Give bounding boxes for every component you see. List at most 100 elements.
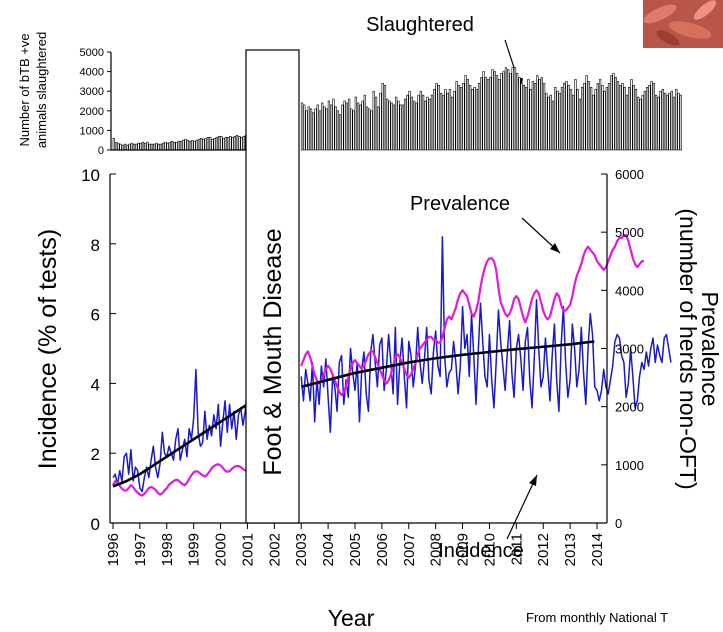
slaughtered-bar xyxy=(603,90,606,151)
slaughtered-bar xyxy=(139,142,142,151)
slaughtered-bar xyxy=(516,73,519,151)
slaughtered-bar xyxy=(581,86,584,151)
slaughtered-bar xyxy=(242,135,245,151)
right-y-tick-label: 3000 xyxy=(615,342,644,357)
slaughtered-bar xyxy=(524,86,528,151)
slaughtered-bar xyxy=(318,110,322,151)
slaughtered-bar xyxy=(159,143,163,151)
right-y-tick-label: 5000 xyxy=(615,225,644,240)
slaughtered-bar xyxy=(433,88,436,151)
slaughtered-bar xyxy=(628,86,631,151)
x-tick-label: 2001 xyxy=(239,533,256,566)
x-tick-label: 2014 xyxy=(589,533,606,566)
left-y-tick-label: 2 xyxy=(91,445,100,464)
slaughtered-bar xyxy=(186,139,189,151)
slaughtered-bar xyxy=(370,110,373,151)
slaughtered-bar xyxy=(141,141,145,151)
x-tick-label: 1999 xyxy=(186,533,203,566)
slaughtered-bar xyxy=(157,143,160,151)
slaughtered-bar xyxy=(175,141,178,151)
slaughtered-bar xyxy=(132,143,136,151)
slaughtered-bar xyxy=(321,102,324,151)
slaughtered-bar xyxy=(457,85,461,151)
slaughtered-bar xyxy=(468,85,472,151)
slaughtered-bar xyxy=(415,102,418,151)
slaughtered-bar xyxy=(170,140,174,151)
x-tick-label: 2006 xyxy=(374,533,391,566)
slaughtered-bar xyxy=(437,85,440,151)
slaughtered-bar xyxy=(504,67,508,151)
slaughtered-bar xyxy=(350,108,353,151)
slaughtered-bar xyxy=(325,108,328,151)
x-tick-label: 2000 xyxy=(213,533,230,566)
x-tick-label: 2004 xyxy=(320,533,337,566)
slaughtered-bar xyxy=(233,135,236,151)
slaughtered-bar xyxy=(173,141,176,151)
trend-series-line xyxy=(112,403,249,488)
slaughtered-bar xyxy=(540,77,543,151)
left-y-tick-label: 10 xyxy=(81,166,100,185)
main-axes: 0 2 4 6 8 10 0 1000 2000 3000 4000 5000 6000 1996 1997… xyxy=(81,166,644,566)
slaughtered-bar xyxy=(372,90,375,151)
slaughtered-bar xyxy=(218,135,221,151)
slaughtered-bar xyxy=(215,136,219,151)
slaughtered-bar xyxy=(574,79,577,151)
slaughtered-bar xyxy=(184,138,187,151)
slaughtered-bar xyxy=(661,88,664,151)
slaughtered-bar xyxy=(545,92,548,151)
slaughtered-bar xyxy=(356,102,360,151)
slaughtered-bar xyxy=(430,94,434,151)
slaughtered-bar xyxy=(336,110,340,151)
slaughtered-bar xyxy=(388,100,391,151)
slaughtered-bar xyxy=(137,142,140,151)
slaughtered-bar xyxy=(563,83,566,151)
slaughtered-bar xyxy=(399,104,402,151)
slaughtered-bar xyxy=(444,88,447,151)
slaughtered-bar xyxy=(206,136,210,151)
slaughtered-bar xyxy=(426,96,429,151)
fmd-gap-box xyxy=(245,49,300,524)
slaughtered-bar xyxy=(352,110,355,151)
top-ylabel-line1: Number of bTB +ve xyxy=(17,33,32,146)
slaughtered-bar xyxy=(390,102,393,151)
slaughtered-bar xyxy=(439,92,443,151)
slaughtered-bar xyxy=(164,141,167,151)
slaughtered-bar xyxy=(195,139,198,151)
slaughtered-bar xyxy=(507,69,510,151)
slaughtered-bar xyxy=(211,138,214,151)
slaughtered-bar xyxy=(455,81,458,151)
slaughtered-bar xyxy=(419,90,422,151)
right-y-axis-label-line2: (number of herds non-OFT) xyxy=(675,208,701,489)
slaughtered-bar xyxy=(460,86,463,151)
x-tick-label: 2007 xyxy=(401,533,418,566)
slaughtered-bar xyxy=(307,106,310,151)
slaughtered-bar xyxy=(224,136,228,151)
slaughtered-bar xyxy=(177,140,180,151)
slaughtered-bar xyxy=(486,79,490,151)
slaughtered-bar xyxy=(240,136,243,151)
slaughtered-bar xyxy=(675,88,678,151)
slaughtered-bar xyxy=(623,86,626,151)
slaughtered-bar xyxy=(520,83,523,151)
slaughtered-bar xyxy=(639,98,642,151)
slaughtered-bar xyxy=(596,83,599,151)
slaughtered-bar xyxy=(343,100,346,151)
slaughtered-bar xyxy=(560,86,564,151)
slaughtered-bar xyxy=(652,83,656,151)
slaughtered-bar xyxy=(657,96,660,151)
x-tick-label: 2003 xyxy=(293,533,310,566)
slaughtered-bar xyxy=(130,142,133,151)
slaughtered-bar xyxy=(630,79,633,151)
slaughtered-bar xyxy=(417,94,420,151)
slaughtered-bar xyxy=(204,137,207,151)
slaughtered-y-axis: 0 1000 2000 3000 4000 5000 xyxy=(80,47,248,157)
slaughtered-bar xyxy=(466,79,470,151)
slaughtered-bar xyxy=(632,85,635,151)
x-tick-label: 2005 xyxy=(347,533,364,566)
right-y-tick-label: 1000 xyxy=(615,458,644,473)
incidence-arrow-line xyxy=(506,474,538,540)
slaughtered-bars xyxy=(112,67,682,151)
slaughtered-bar xyxy=(330,104,333,151)
slaughtered-bar xyxy=(592,94,595,151)
x-tick-label: 2008 xyxy=(428,533,445,566)
